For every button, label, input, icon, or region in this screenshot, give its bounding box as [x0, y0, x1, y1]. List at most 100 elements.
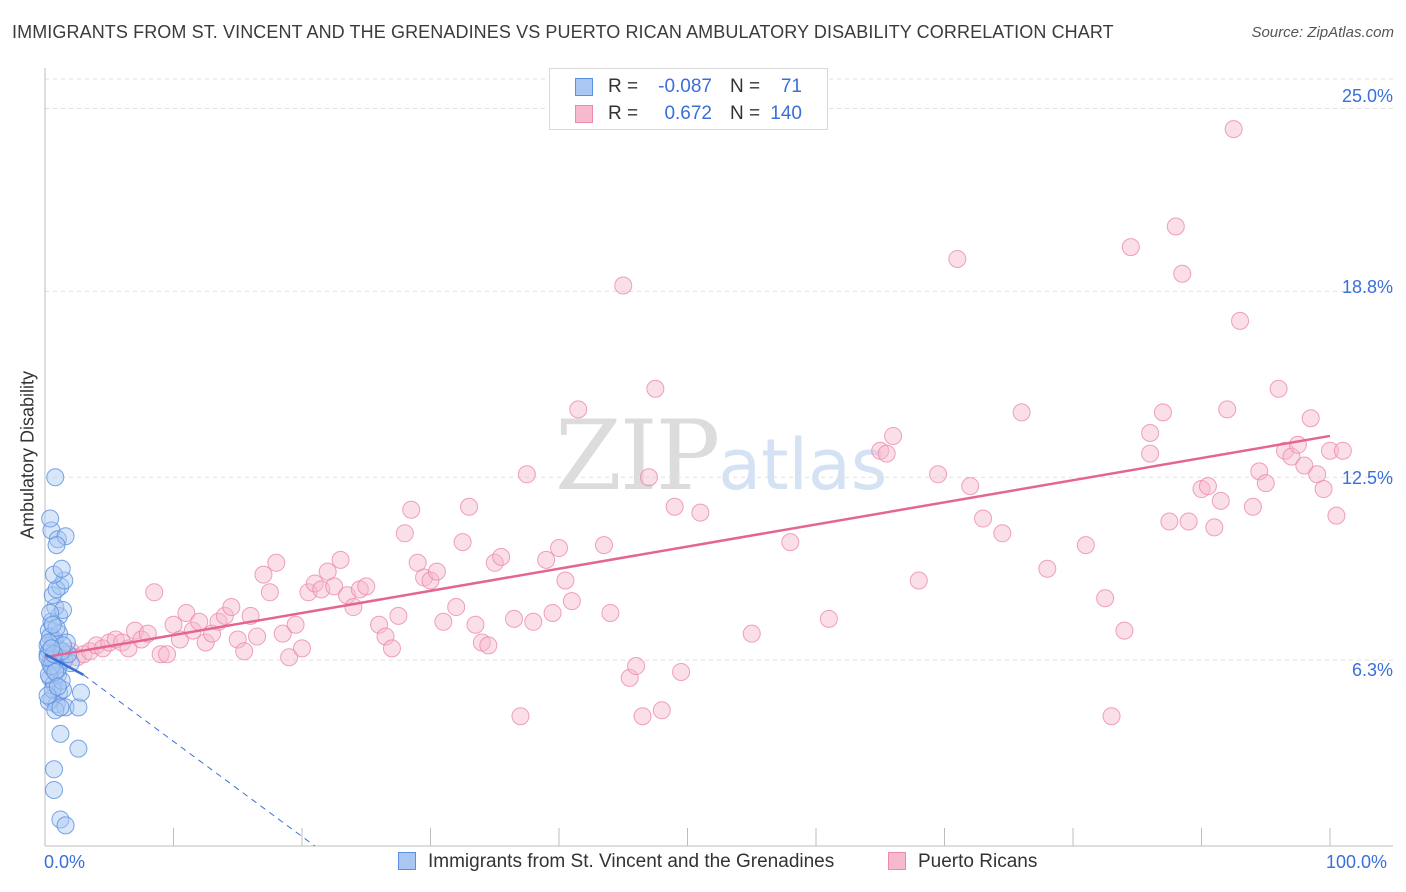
data-point-immigrant — [51, 810, 70, 829]
data-point-puerto-rican — [215, 606, 234, 625]
data-point-puerto-rican — [1160, 512, 1179, 531]
data-point-puerto-rican — [235, 642, 254, 661]
data-point-immigrant — [51, 698, 70, 717]
data-point-puerto-rican — [395, 524, 414, 543]
data-point-puerto-rican — [639, 468, 658, 487]
data-point-immigrant — [55, 571, 74, 590]
data-point-puerto-rican — [1314, 480, 1333, 499]
data-point-immigrant — [44, 760, 63, 779]
watermark-zip: ZIP — [555, 400, 720, 512]
data-point-puerto-rican — [1102, 707, 1121, 726]
bottom-legend-swatch-pink — [888, 852, 906, 870]
data-point-immigrant — [38, 686, 57, 705]
legend-swatch-blue — [575, 78, 593, 96]
data-point-puerto-rican — [402, 500, 421, 519]
legend-r-value: -0.087 — [658, 76, 712, 97]
bottom-legend-item-blue[interactable]: Immigrants from St. Vincent and the Gren… — [398, 851, 834, 877]
source-credit: Source: ZipAtlas.com — [1251, 24, 1394, 41]
data-point-puerto-rican — [1269, 379, 1288, 398]
data-point-puerto-rican — [1224, 120, 1243, 139]
bottom-legend-label: Immigrants from St. Vincent and the Gren… — [428, 851, 835, 872]
data-point-immigrant — [39, 692, 58, 711]
data-point-puerto-rican — [909, 571, 928, 590]
data-point-puerto-rican — [427, 562, 446, 581]
bottom-legend-item-pink[interactable]: Puerto Ricans — [888, 851, 1037, 877]
data-point-puerto-rican — [479, 636, 498, 655]
data-point-puerto-rican — [569, 400, 588, 419]
data-point-puerto-rican — [1327, 506, 1346, 525]
data-point-puerto-rican — [614, 276, 633, 295]
data-point-puerto-rican — [781, 533, 800, 552]
data-point-puerto-rican — [145, 583, 164, 602]
data-point-puerto-rican — [158, 645, 177, 664]
data-point-puerto-rican — [1141, 444, 1160, 463]
data-point-puerto-rican — [344, 598, 363, 617]
data-point-immigrant — [69, 698, 88, 717]
y-tick-label: 12.5% — [1341, 468, 1393, 488]
data-point-puerto-rican — [1076, 536, 1095, 555]
data-point-puerto-rican — [273, 624, 292, 643]
data-point-puerto-rican — [550, 539, 568, 558]
data-point-puerto-rican — [1096, 589, 1115, 608]
data-point-puerto-rican — [376, 627, 395, 646]
data-point-puerto-rican — [460, 497, 479, 516]
legend-n-value: 71 — [780, 76, 802, 97]
data-point-immigrant — [56, 816, 75, 835]
data-point-puerto-rican — [627, 657, 646, 676]
data-point-puerto-rican — [447, 598, 466, 617]
data-point-puerto-rican — [254, 565, 273, 584]
data-point-puerto-rican — [1038, 559, 1057, 578]
data-point-puerto-rican — [466, 615, 485, 634]
data-point-puerto-rican — [1250, 462, 1269, 481]
data-point-puerto-rican — [961, 477, 980, 496]
data-point-puerto-rican — [505, 609, 524, 628]
data-point-puerto-rican — [1282, 447, 1301, 466]
data-point-immigrant — [46, 662, 65, 681]
data-point-immigrant — [41, 509, 60, 528]
data-point-puerto-rican — [594, 536, 613, 555]
data-point-immigrant — [71, 683, 90, 702]
data-point-puerto-rican — [601, 603, 620, 622]
data-point-puerto-rican — [1115, 621, 1134, 640]
data-point-puerto-rican — [556, 571, 575, 590]
data-point-puerto-rican — [948, 249, 967, 268]
data-point-puerto-rican — [1179, 512, 1198, 531]
data-point-puerto-rican — [672, 662, 691, 681]
data-point-puerto-rican — [1141, 424, 1160, 442]
data-point-puerto-rican — [993, 524, 1012, 543]
bottom-legend-label: Puerto Ricans — [918, 851, 1038, 872]
y-tick-label: 25.0% — [1341, 86, 1393, 106]
data-point-puerto-rican — [742, 624, 761, 643]
data-point-immigrant — [46, 468, 65, 487]
data-point-puerto-rican — [646, 379, 665, 398]
x-tick-label: 100.0% — [1326, 852, 1388, 872]
x-tick-label: 0.0% — [44, 852, 86, 872]
data-point-puerto-rican — [1153, 403, 1172, 422]
data-point-puerto-rican — [325, 577, 344, 596]
data-point-immigrant — [56, 698, 75, 717]
data-point-puerto-rican — [652, 701, 671, 720]
chart-title: IMMIGRANTS FROM ST. VINCENT AND THE GREN… — [12, 22, 1114, 42]
data-point-immigrant — [48, 677, 67, 696]
data-point-immigrant — [43, 615, 62, 634]
data-point-puerto-rican — [177, 603, 196, 622]
data-point-puerto-rican — [620, 668, 639, 687]
legend-n-label: N = — [730, 76, 761, 97]
data-point-puerto-rican — [389, 606, 408, 625]
data-point-puerto-rican — [1301, 409, 1320, 428]
data-point-puerto-rican — [370, 615, 389, 634]
data-point-puerto-rican — [1243, 497, 1262, 516]
data-point-puerto-rican — [819, 609, 838, 628]
data-point-puerto-rican — [1321, 441, 1339, 460]
legend-r-label: R = — [608, 76, 639, 97]
data-point-puerto-rican — [524, 612, 543, 631]
data-point-immigrant — [52, 559, 71, 578]
data-point-puerto-rican — [665, 497, 684, 516]
y-axis-label: Ambulatory Disability — [17, 370, 38, 540]
data-point-puerto-rican — [357, 577, 376, 596]
data-point-puerto-rican — [382, 639, 401, 658]
legend-row-blue: R = -0.087 N = 71 — [550, 74, 827, 100]
trend-line-puerto-rican — [44, 434, 1331, 659]
correlation-legend: R = -0.087 N = 71 R = 0.672 N = 140 — [549, 68, 828, 130]
